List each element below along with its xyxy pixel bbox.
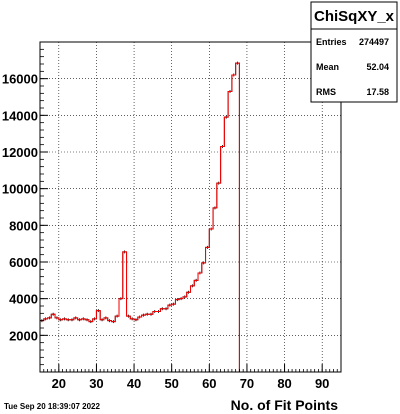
stats-rms-value: 17.58 bbox=[366, 87, 389, 97]
histogram-bin bbox=[145, 314, 149, 372]
x-axis-label: No. of Fit Points bbox=[231, 397, 339, 413]
histogram-bin bbox=[134, 320, 138, 372]
histogram-bin bbox=[104, 318, 108, 372]
histogram-bin bbox=[157, 312, 161, 373]
histogram-bin bbox=[81, 319, 85, 372]
stats-title: ChiSqXY_x bbox=[314, 8, 395, 25]
histogram-bin bbox=[70, 320, 74, 372]
histogram-bin bbox=[130, 319, 134, 372]
y-tick-label: 4000 bbox=[9, 292, 38, 307]
histogram-bin bbox=[89, 322, 93, 372]
histogram-bin bbox=[108, 321, 112, 372]
y-tick-label: 14000 bbox=[2, 108, 38, 123]
histogram-bin bbox=[194, 280, 198, 372]
histogram-bin bbox=[164, 309, 168, 372]
histogram-bin bbox=[85, 320, 89, 372]
histogram-bin bbox=[78, 320, 82, 372]
histogram-bin bbox=[232, 75, 236, 372]
stats-box: ChiSqXY_x Entries 274497 Mean 52.04 RMS … bbox=[310, 1, 398, 103]
histogram-bin bbox=[93, 319, 97, 372]
axes: 20 30 40 50 60 70 80 90 2000 4000 6000 8000 10000 120… bbox=[2, 41, 342, 391]
stats-entries-value: 274497 bbox=[359, 37, 389, 47]
x-tick-label: 40 bbox=[127, 376, 141, 391]
x-tick-label: 50 bbox=[164, 376, 178, 391]
histogram-bin bbox=[127, 316, 131, 372]
x-tick-label: 60 bbox=[202, 376, 216, 391]
x-tick-label: 30 bbox=[89, 376, 103, 391]
fit-histogram-line bbox=[40, 62, 341, 373]
stats-entries-label: Entries bbox=[316, 37, 347, 47]
histogram-bin bbox=[149, 314, 153, 372]
histogram-bin bbox=[209, 229, 213, 372]
histogram-bin bbox=[228, 92, 232, 373]
y-tick-label: 12000 bbox=[2, 145, 38, 160]
histogram-bin bbox=[55, 318, 59, 372]
histogram-bin bbox=[187, 292, 191, 372]
histogram-bin bbox=[48, 318, 52, 372]
histogram-bin bbox=[183, 297, 187, 372]
y-tick-label: 10000 bbox=[2, 182, 38, 197]
histogram-bin bbox=[111, 322, 115, 372]
histogram-bin bbox=[153, 312, 157, 373]
x-tick-label: 70 bbox=[240, 376, 254, 391]
histogram-bin bbox=[160, 309, 164, 372]
histogram-bin bbox=[59, 320, 63, 372]
histogram-bin bbox=[66, 320, 70, 372]
histogram-bin bbox=[175, 300, 179, 372]
histogram-bin bbox=[123, 252, 127, 372]
histogram-bin bbox=[63, 319, 67, 372]
grid-lines bbox=[40, 42, 341, 372]
histogram-bin bbox=[217, 183, 221, 372]
stats-mean-value: 52.04 bbox=[366, 62, 389, 72]
timestamp: Tue Sep 20 18:39:07 2022 bbox=[4, 402, 100, 411]
y-tick-label: 6000 bbox=[9, 255, 38, 270]
x-tick-label: 80 bbox=[277, 376, 291, 391]
x-tick-label: 20 bbox=[52, 376, 66, 391]
histogram-bin bbox=[96, 311, 100, 372]
histogram-bin bbox=[206, 247, 210, 372]
histogram-bin bbox=[51, 314, 55, 372]
histogram-bin bbox=[74, 318, 78, 372]
y-tick-label: 8000 bbox=[9, 218, 38, 233]
histogram-bin bbox=[100, 320, 104, 372]
histogram-bin bbox=[202, 263, 206, 372]
data-histogram-line bbox=[40, 62, 341, 373]
histogram-bin bbox=[44, 319, 48, 372]
histogram-bin bbox=[115, 316, 119, 372]
histogram-bin bbox=[198, 273, 202, 372]
histogram-bin bbox=[138, 317, 142, 372]
y-tick-label: 16000 bbox=[2, 72, 38, 87]
histogram-bin bbox=[236, 63, 240, 372]
histogram-bin bbox=[168, 305, 172, 372]
histogram-bin bbox=[172, 304, 176, 372]
plot-frame bbox=[39, 41, 342, 373]
histogram-bin bbox=[224, 117, 228, 372]
x-tick-label: 90 bbox=[315, 376, 329, 391]
histogram-bin bbox=[142, 315, 146, 372]
y-tick-label: 2000 bbox=[9, 328, 38, 343]
stats-mean-label: Mean bbox=[316, 62, 339, 72]
stats-rms-label: RMS bbox=[316, 87, 336, 97]
histogram-bin bbox=[221, 147, 225, 373]
histogram-bin bbox=[213, 208, 217, 372]
histogram-bin bbox=[119, 299, 123, 372]
